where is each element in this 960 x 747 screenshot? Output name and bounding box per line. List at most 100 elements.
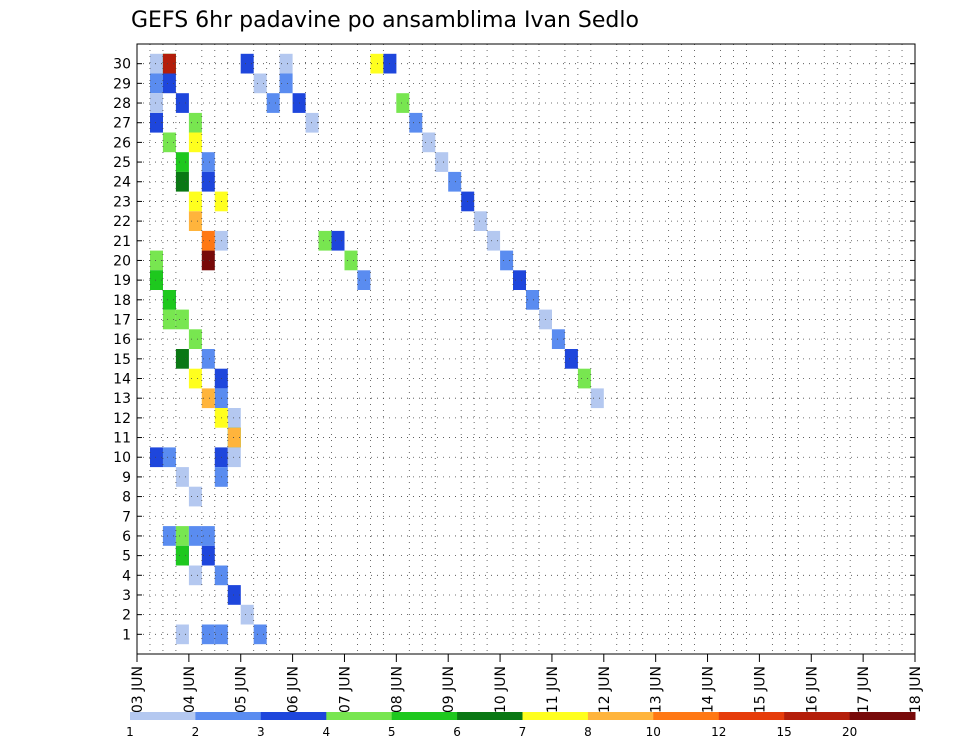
legend-swatch: [849, 712, 916, 720]
legend-swatch: [784, 712, 851, 720]
y-tick-label: 4: [122, 568, 131, 584]
y-tick-label: 5: [122, 549, 131, 565]
heat-cell: [500, 250, 514, 271]
heat-cell: [175, 171, 189, 192]
heat-cell: [162, 526, 176, 546]
heat-cell: [279, 73, 293, 94]
y-tick-label: 15: [113, 352, 131, 368]
y-tick-label: 12: [113, 411, 131, 427]
heat-cell: [513, 270, 526, 290]
heat-cell: [551, 329, 565, 349]
heat-cell: [162, 132, 176, 153]
y-tick-label: 22: [113, 214, 131, 230]
heat-cell: [201, 230, 215, 251]
heat-cell: [201, 526, 215, 546]
heat-cell: [175, 526, 189, 546]
heat-cell: [253, 73, 267, 94]
legend-swatch: [522, 712, 589, 720]
heat-cell: [150, 112, 163, 133]
x-tick-label: 07 JUN: [337, 666, 353, 713]
heat-cell: [150, 250, 163, 271]
heat-cell: [227, 585, 241, 605]
x-tick-label: 12 JUN: [597, 666, 613, 713]
legend-label: 2: [192, 725, 200, 739]
heat-cell: [590, 388, 604, 409]
heat-cell: [577, 368, 591, 389]
y-tick-label: 6: [122, 529, 131, 545]
legend-swatch: [718, 712, 785, 720]
heat-cell: [188, 211, 202, 231]
heat-cell: [305, 112, 319, 133]
legend-swatch: [391, 712, 458, 720]
legend-label: 12: [711, 725, 726, 739]
heat-cell: [266, 93, 280, 113]
heat-cell: [201, 349, 215, 369]
y-tick-label: 27: [113, 116, 131, 132]
chart-title: GEFS 6hr padavine po ansamblima Ivan Sed…: [131, 8, 639, 33]
heat-cell: [175, 467, 189, 487]
heat-cell: [227, 447, 241, 468]
legend-label: 6: [453, 725, 461, 739]
x-tick-label: 04 JUN: [182, 666, 198, 713]
heat-cell: [370, 53, 384, 74]
x-tick-label: 09 JUN: [441, 666, 457, 713]
y-tick-label: 2: [122, 608, 131, 624]
y-tick-label: 8: [122, 490, 131, 506]
y-tick-label: 24: [113, 175, 131, 191]
heat-cell: [188, 368, 202, 389]
legend-label: 7: [519, 725, 527, 739]
y-tick-label: 30: [113, 57, 131, 73]
heat-cell: [331, 230, 345, 251]
heat-cell: [409, 112, 423, 133]
x-tick-label: 03 JUN: [130, 666, 146, 713]
y-tick-label: 14: [113, 372, 131, 388]
heat-cell: [188, 329, 202, 349]
legend-swatch: [326, 712, 393, 720]
heat-cell: [227, 427, 241, 448]
heat-cell: [150, 73, 163, 94]
grid-layer: [137, 44, 915, 654]
legend-swatch: [457, 712, 523, 720]
x-tick-label: 06 JUN: [286, 666, 302, 713]
y-tick-label: 10: [113, 450, 131, 466]
heat-cell: [474, 211, 488, 231]
y-tick-label: 13: [113, 391, 131, 407]
legend-swatch: [653, 712, 720, 720]
y-tick-label: 21: [113, 234, 131, 250]
x-tick-label: 10 JUN: [493, 666, 509, 713]
heat-cell: [188, 526, 202, 546]
y-tick-label: 7: [122, 509, 131, 525]
heat-cell: [201, 171, 215, 192]
heat-cell: [175, 152, 189, 172]
heat-cell: [396, 93, 410, 113]
legend-label: 8: [584, 725, 592, 739]
heat-cell: [253, 624, 267, 645]
legend-label: 15: [777, 725, 792, 739]
legend-label: 20: [842, 725, 857, 739]
heat-cell: [357, 270, 371, 290]
x-tick-label: 16 JUN: [804, 666, 820, 713]
legend-swatch: [587, 712, 654, 720]
heat-cell: [201, 152, 215, 172]
heat-cell: [201, 545, 215, 566]
y-tick-label: 11: [113, 431, 131, 447]
color-legend: 1 2 3 4 5 6 7 8 10 12 15 20: [126, 712, 916, 739]
x-tick-label: 18 JUN: [908, 666, 924, 713]
heat-cell: [435, 152, 449, 172]
heat-cell: [175, 309, 189, 330]
x-tick-label: 11 JUN: [545, 666, 561, 713]
heat-cell: [201, 624, 215, 645]
heat-cell: [422, 132, 436, 153]
y-tick-label: 9: [122, 470, 131, 486]
heat-cell: [240, 53, 254, 74]
heat-cell: [188, 486, 202, 507]
heat-cell: [150, 447, 163, 468]
heat-cell: [279, 53, 293, 74]
heat-cell: [150, 270, 163, 290]
legend-label: 4: [322, 725, 330, 739]
heat-cell: [448, 171, 462, 192]
x-tick-label: 05 JUN: [234, 666, 250, 713]
heat-cell: [201, 250, 215, 271]
heat-cell: [188, 191, 202, 212]
